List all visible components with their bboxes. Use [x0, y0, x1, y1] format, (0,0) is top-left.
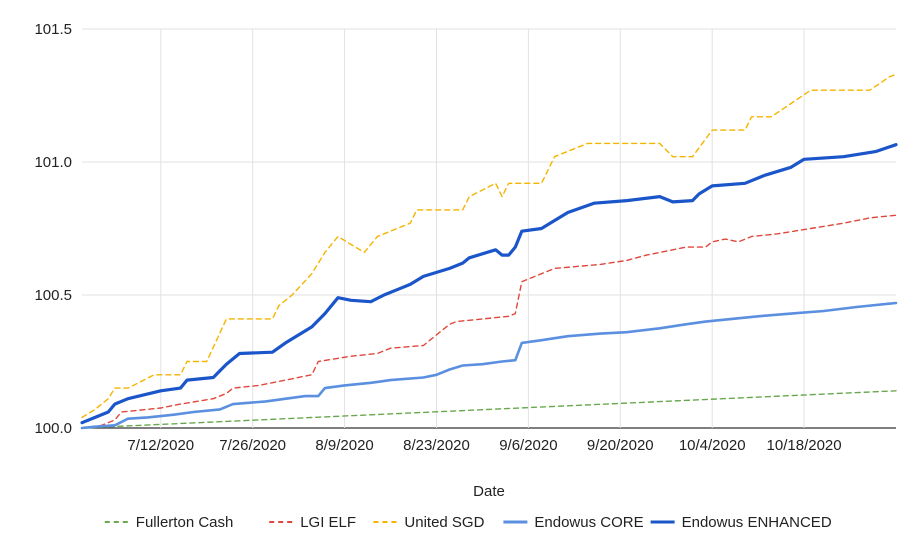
legend-label: Endowus CORE	[534, 514, 643, 531]
x-tick-label: 8/9/2020	[315, 437, 373, 454]
series-line-endowus-core	[80, 301, 898, 430]
x-tick-label: 7/26/2020	[219, 437, 286, 454]
x-tick-label: 10/18/2020	[767, 437, 842, 454]
x-axis-title: Date	[473, 483, 505, 500]
legend-label: United SGD	[404, 514, 484, 531]
series-line-fullerton-cash	[81, 390, 897, 429]
y-tick-label: 100.5	[34, 287, 72, 304]
legend: Fullerton Cash LGI ELF United SGD Endowus C…	[104, 514, 832, 531]
legend-label: Endowus ENHANCED	[682, 514, 832, 531]
series-line-endowus-enhanced	[80, 143, 898, 425]
series-line-lgi-elf	[81, 214, 897, 429]
legend-item[interactable]: Fullerton Cash	[104, 514, 234, 531]
legend-item[interactable]: United SGD	[373, 514, 485, 531]
legend-label: LGI ELF	[300, 514, 356, 531]
y-tick-label: 101.0	[34, 154, 72, 171]
legend-label: Fullerton Cash	[136, 514, 234, 531]
y-tick-label: 100.0	[34, 420, 72, 437]
series-line-united-sgd	[81, 73, 897, 419]
legend-item[interactable]: Endowus ENHANCED	[650, 514, 832, 531]
x-tick-label: 8/23/2020	[403, 437, 470, 454]
x-tick-label: 9/6/2020	[499, 437, 557, 454]
gridlines	[82, 28, 896, 429]
series-lines	[80, 73, 898, 430]
legend-item[interactable]: LGI ELF	[269, 514, 356, 531]
x-tick-label: 10/4/2020	[679, 437, 746, 454]
x-tick-label: 9/20/2020	[587, 437, 654, 454]
axes: 100.0 100.5 101.0 101.5 7/12/2020 7/26/2020 8/…	[34, 21, 841, 454]
y-tick-label: 101.5	[34, 21, 72, 38]
x-tick-label: 7/12/2020	[127, 437, 194, 454]
legend-item[interactable]: Endowus CORE	[503, 514, 644, 531]
